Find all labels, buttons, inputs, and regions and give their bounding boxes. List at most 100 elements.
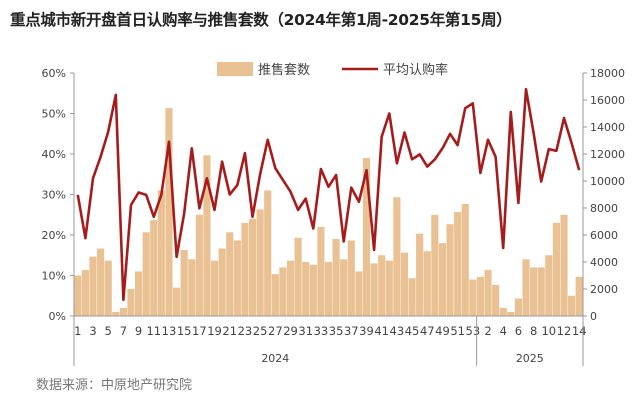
bar [385,260,393,316]
right-tick-label: 0 [590,310,597,323]
bar [522,259,530,316]
bar [142,232,150,316]
x-tick-label: 17 [192,324,207,338]
bar [165,108,173,316]
bar [226,232,234,316]
bar [393,197,401,316]
bar [286,260,295,316]
bar [400,252,409,316]
right-tick-label: 12000 [590,148,625,161]
x-tick-label: 39 [359,324,374,338]
bar [233,240,241,316]
bar [408,278,416,316]
bar [362,158,371,316]
x-tick-label: 12 [557,324,572,338]
left-tick-label: 60% [42,67,66,80]
bar [203,155,211,316]
x-tick-label: 15 [177,324,192,338]
bar [423,251,431,316]
legend-bar-swatch [217,62,253,76]
bar [416,233,424,316]
x-tick-label: 21 [222,324,237,338]
bar [438,243,447,316]
bar [499,307,507,316]
x-tick-label: 11 [146,324,161,338]
bar [150,220,158,316]
right-tick-label: 6000 [590,229,618,242]
right-tick-label: 14000 [590,121,625,134]
x-tick-label: 9 [135,324,142,338]
bar [256,209,264,316]
bar [127,289,135,316]
bar [172,287,181,316]
bar [545,255,553,316]
bar [135,271,143,316]
bar [332,239,340,316]
bar [476,276,485,316]
x-tick-label: 29 [283,324,298,338]
bar [317,226,325,316]
x-tick-label: 6 [515,324,522,338]
x-tick-label: 1 [74,324,81,338]
x-tick-label: 10 [541,324,556,338]
x-tick-label: 25 [253,324,268,338]
right-tick-label: 10000 [590,175,625,188]
x-tick-label: 33 [314,324,329,338]
right-tick-label: 4000 [590,256,618,269]
right-tick-label: 2000 [590,283,618,296]
bar [446,224,454,316]
x-tick-label: 23 [238,324,253,338]
bar [241,222,249,316]
x-tick-label: 41 [374,324,389,338]
chart-title: 重点城市新开盘首日认购率与推售套数（2024年第1周-2025年第15周） [10,11,512,29]
bar [454,212,462,316]
bar [89,256,97,316]
x-tick-label: 14 [572,324,587,338]
bar [195,214,203,316]
x-tick-label: 35 [329,324,344,338]
bar [431,214,439,316]
x-tick-label: 47 [420,324,435,338]
x-tick-label: 2 [484,324,491,338]
bar [378,255,386,316]
bar [279,267,287,316]
bar [324,262,333,316]
bar [81,270,89,316]
bar [180,249,188,316]
bar [264,190,272,316]
x-tick-label: 7 [120,324,127,338]
bar [484,270,492,316]
bar [575,276,583,316]
right-tick-label: 16000 [590,94,625,107]
bar [210,260,219,316]
left-tick-label: 50% [42,108,66,121]
legend-bar-label: 推售套数 [258,62,310,78]
x-tick-label: 5 [105,324,112,338]
bar [157,190,165,316]
bar [104,260,112,316]
bar [514,298,522,316]
bar [309,264,317,316]
x-tick-label: 43 [390,324,405,338]
x-tick-label: 3 [89,324,96,338]
x-tick-label: 31 [298,324,313,338]
x-tick-label: 45 [405,324,420,338]
x-tick-label: 27 [268,324,283,338]
bar [370,263,378,316]
x-tick-label: 4 [500,324,507,338]
bar [271,274,279,316]
bar [340,259,348,316]
bar [294,237,302,316]
bar [218,248,226,316]
bar [560,214,568,316]
right-tick-label: 8000 [590,202,618,215]
bar [537,267,545,316]
left-tick-label: 10% [42,270,66,283]
legend-line-label: 平均认购率 [383,62,448,78]
bar [97,248,105,316]
year-label: 2025 [516,352,544,365]
x-tick-label: 8 [530,324,537,338]
x-tick-label: 51 [450,324,465,338]
bar [302,262,310,316]
